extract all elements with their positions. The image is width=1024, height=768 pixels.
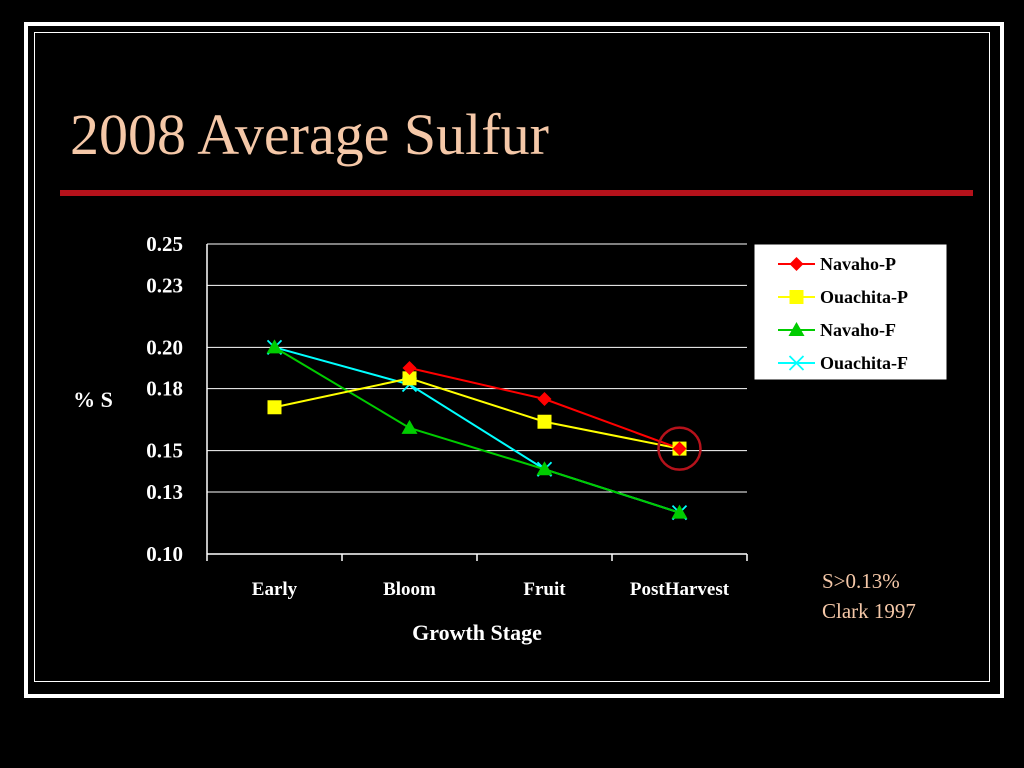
data-point-navaho-f: [671, 504, 688, 519]
y-tick-label: 0.18: [146, 377, 183, 401]
highlight-circle: [657, 426, 702, 471]
legend-marker-navaho-p: [789, 257, 804, 271]
data-point-ouachita-p: [537, 414, 552, 429]
legend-marker-ouachita-p: [789, 290, 804, 304]
legend-label-ouachita-p: Ouachita-P: [820, 287, 908, 307]
x-tick-label: Early: [252, 579, 298, 600]
legend-label-navaho-f: Navaho-F: [820, 320, 896, 340]
title-rule: [60, 190, 973, 196]
note-source: Clark 1997: [822, 599, 916, 623]
y-tick-label: 0.20: [146, 335, 183, 359]
data-point-ouachita-p: [267, 400, 282, 415]
legend-box: [753, 243, 948, 381]
y-tick-label: 0.10: [146, 542, 183, 566]
note-threshold: S>0.13%: [822, 569, 900, 593]
legend-label-ouachita-f: Ouachita-F: [820, 353, 908, 373]
data-point-ouachita-p: [402, 371, 417, 386]
legend-marker-ouachita-f: [788, 355, 805, 371]
legend-marker-navaho-f: [788, 322, 805, 336]
data-point-navaho-f: [401, 419, 418, 434]
data-point-navaho-p: [672, 441, 687, 456]
reference-note: S>0.13% Clark 1997: [822, 566, 916, 626]
series-line-ouachita-f: [274, 346, 680, 514]
x-tick-label: Bloom: [383, 579, 436, 600]
data-point-navaho-f: [536, 461, 553, 476]
slide-title: 2008 Average Sulfur: [70, 102, 549, 167]
data-point-navaho-p: [537, 392, 552, 406]
x-tick-label: Fruit: [523, 579, 566, 600]
x-tick-label: PostHarvest: [630, 579, 730, 600]
slide-frame-outer: [24, 22, 1004, 698]
y-axis-title: % S: [73, 387, 113, 412]
y-tick-label: 0.23: [146, 273, 183, 297]
legend-label-navaho-p: Navaho-P: [820, 254, 896, 274]
y-tick-label: 0.13: [146, 480, 183, 504]
y-tick-label: 0.25: [146, 232, 183, 256]
series-line-ouachita-p: [274, 377, 680, 450]
slide-frame-inner: [34, 32, 990, 682]
data-point-navaho-f: [266, 339, 283, 354]
y-tick-label: 0.15: [146, 439, 183, 463]
series-line-navaho-p: [409, 367, 680, 450]
series-line-navaho-f: [273, 346, 680, 514]
x-axis-title: Growth Stage: [412, 620, 542, 645]
data-point-navaho-p: [402, 361, 417, 375]
